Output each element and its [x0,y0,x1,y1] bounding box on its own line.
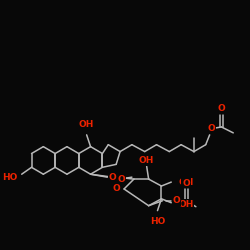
Text: OH: OH [178,200,194,209]
Text: O: O [218,104,225,113]
Text: O: O [117,175,125,184]
Text: OH: OH [178,178,194,186]
Text: HO: HO [2,173,18,182]
Text: O: O [182,178,190,188]
Text: HO: HO [150,216,165,226]
Text: O: O [112,184,120,194]
Text: O: O [208,124,216,134]
Text: OH: OH [79,120,94,129]
Text: O: O [172,196,180,205]
Text: O: O [108,173,116,182]
Text: OH: OH [139,156,154,165]
